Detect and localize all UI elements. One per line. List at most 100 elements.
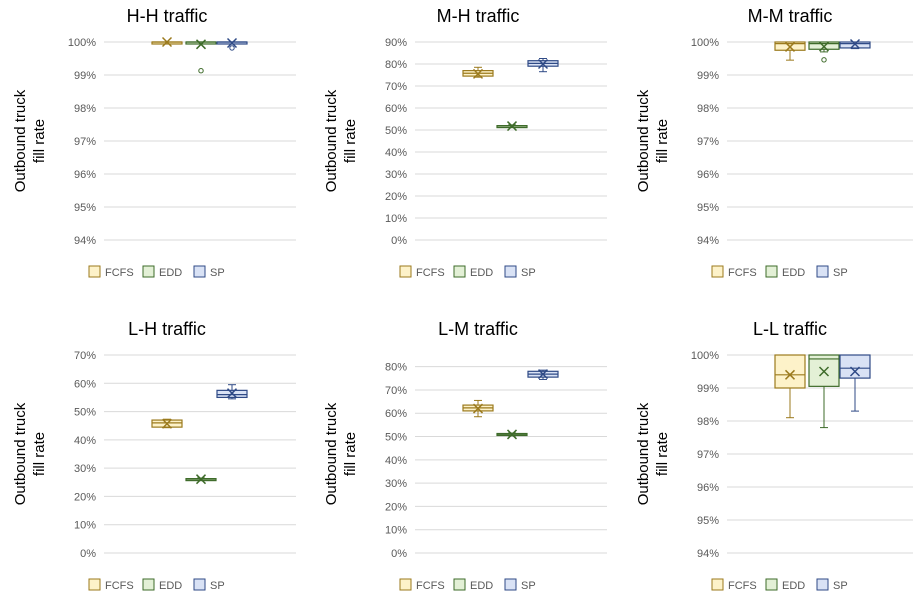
chart-title: L-L traffic [753, 319, 827, 339]
legend-label: FCFS [416, 267, 445, 279]
chart-l-h-traffic: L-H traffic Outbound truck fill rate 0% 10% 2… [0, 313, 304, 612]
y-tick-label: 94% [697, 548, 719, 560]
y-tick-label: 10% [385, 213, 407, 225]
mean-marker [226, 388, 238, 399]
y-axis-label-line: fill rate [31, 432, 48, 476]
y-axis-label: Outbound truck fill rate [12, 89, 48, 192]
mean-marker [784, 41, 796, 52]
legend-label: SP [210, 267, 225, 279]
chart-title: L-M traffic [438, 319, 518, 339]
legend-item-edd: EDD [453, 265, 493, 279]
y-tick-label: 97% [74, 136, 96, 148]
legend-label: EDD [782, 267, 805, 279]
legend-label: SP [833, 580, 848, 592]
y-tick-label: 90% [385, 37, 407, 49]
box-sp [839, 354, 871, 412]
chart-svg: H-H traffic Outbound truck fill rate 94% 95%… [12, 6, 296, 279]
y-axis-label-line: Outbound truck [635, 89, 652, 192]
chart-title: M-M traffic [748, 6, 833, 26]
y-axis-label-line: fill rate [342, 432, 359, 476]
y-tick-label: 100% [68, 37, 96, 49]
y-tick-label: 0% [391, 235, 407, 247]
box-fcfs [462, 399, 494, 418]
y-tick-label: 96% [697, 482, 719, 494]
y-tick-label: 60% [74, 378, 96, 390]
legend-label: EDD [159, 580, 182, 592]
legend-label: FCFS [105, 580, 134, 592]
legend-swatch [765, 578, 778, 591]
chart-m-h-traffic: M-H traffic Outbound truck fill rate 0% 10% 2… [311, 0, 615, 299]
y-tick-label: 70% [385, 81, 407, 93]
legend-item-edd: EDD [453, 578, 493, 592]
mean-marker [506, 121, 518, 132]
legend-swatch [193, 265, 206, 278]
legend-label: FCFS [728, 580, 757, 592]
mean-marker [849, 38, 861, 50]
legend-swatch [193, 578, 206, 591]
box-plot-grid: H-H traffic Outbound truck fill rate 94% 95%… [0, 0, 913, 592]
legend-label: FCFS [416, 580, 445, 592]
legend-item-fcfs: FCFS [711, 265, 757, 279]
y-tick-label: 99% [697, 70, 719, 82]
chart-title: H-H traffic [127, 6, 208, 26]
box-fcfs [774, 41, 806, 61]
y-tick-label: 60% [385, 408, 407, 420]
legend-item-sp: SP [193, 578, 225, 592]
legend-swatch [399, 578, 412, 591]
y-tick-label: 10% [385, 525, 407, 537]
mean-marker [472, 403, 484, 414]
legend-item-fcfs: FCFS [399, 578, 445, 592]
y-tick-label: 20% [385, 191, 407, 203]
outlier-point [229, 45, 235, 51]
box-iqr [774, 354, 806, 389]
mean-marker [818, 366, 830, 377]
legend-swatch [816, 265, 829, 278]
y-tick-label: 10% [74, 520, 96, 532]
legend-item-sp: SP [816, 578, 848, 592]
y-tick-label: 30% [74, 463, 96, 475]
y-tick-label: 99% [697, 383, 719, 395]
legend-label: SP [521, 580, 536, 592]
y-tick-label: 95% [697, 202, 719, 214]
chart-title: L-H traffic [128, 319, 206, 339]
box-edd [808, 354, 840, 429]
y-tick-label: 50% [385, 432, 407, 444]
legend-item-edd: EDD [142, 265, 182, 279]
box-sp [839, 38, 871, 50]
chart-l-m-traffic: L-M traffic Outbound truck fill rate 0% 10% 2… [311, 313, 615, 612]
box-fcfs [462, 66, 494, 79]
box-fcfs [151, 418, 183, 429]
y-tick-label: 50% [74, 407, 96, 419]
legend-label: FCFS [728, 267, 757, 279]
y-axis-label: Outbound truck fill rate [635, 402, 671, 505]
y-tick-label: 50% [385, 125, 407, 137]
chart-h-h-traffic: H-H traffic Outbound truck fill rate 94% 95%… [0, 0, 304, 299]
legend-item-fcfs: FCFS [88, 578, 134, 592]
y-axis-label-line: Outbound truck [323, 402, 340, 505]
y-tick-label: 70% [74, 350, 96, 362]
legend-item-sp: SP [504, 265, 536, 279]
y-axis-label-line: fill rate [654, 119, 671, 163]
legend-label: FCFS [105, 267, 134, 279]
legend-item-edd: EDD [765, 265, 805, 279]
y-axis-label-line: Outbound truck [323, 89, 340, 192]
box-fcfs [774, 354, 806, 419]
mean-marker [784, 369, 796, 380]
legend-swatch [142, 265, 155, 278]
legend-item-sp: SP [193, 265, 225, 279]
y-tick-label: 0% [391, 548, 407, 560]
y-tick-label: 70% [385, 385, 407, 397]
y-tick-label: 98% [697, 103, 719, 115]
legend-swatch [711, 578, 724, 591]
y-tick-label: 97% [697, 449, 719, 461]
legend-swatch [504, 578, 517, 591]
box-sp [216, 37, 248, 51]
mean-marker [195, 474, 207, 485]
legend-item-fcfs: FCFS [711, 578, 757, 592]
y-tick-label: 30% [385, 169, 407, 181]
legend-swatch [399, 265, 412, 278]
legend-label: EDD [470, 580, 493, 592]
chart-m-m-traffic: M-M traffic Outbound truck fill rate 94% 95%… [623, 0, 913, 299]
mean-marker [537, 369, 549, 380]
y-axis-label: Outbound truck fill rate [323, 402, 359, 505]
